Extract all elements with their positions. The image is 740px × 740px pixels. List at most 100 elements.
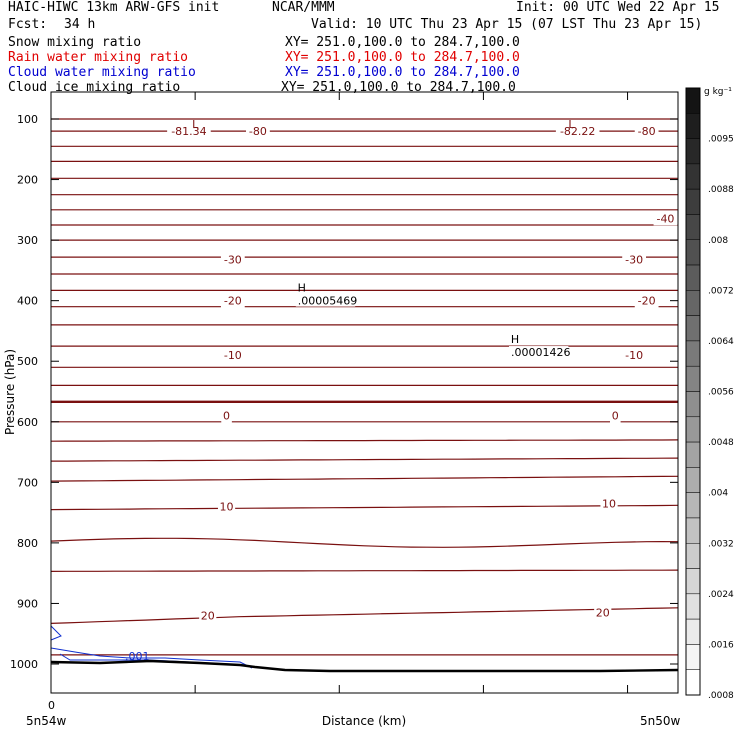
fcst-value: 34 h	[64, 17, 96, 32]
isotherm-label: -20	[638, 295, 656, 308]
terrain-surface	[50, 659, 679, 673]
y-tick-label: 100	[17, 113, 38, 126]
field-rain-name: Rain water mixing ratio	[8, 50, 189, 65]
colorbar-label: .0024	[708, 590, 734, 600]
fcst-label: Fcst:	[8, 17, 48, 32]
isotherm-label: -30	[224, 253, 242, 266]
colorbar-swatch	[685, 340, 701, 367]
colorbar-label: .0088	[708, 185, 734, 195]
field-rain-xy: XY= 251.0,100.0 to 284.7,100.0	[285, 50, 520, 65]
colorbar-swatch	[685, 264, 701, 291]
isotherm-line	[50, 537, 679, 548]
isotherm-label: -30	[625, 253, 643, 266]
y-tick-label: 900	[17, 597, 38, 610]
colorbar: .0095 .0088 .008 .0072 .0064 .0056 .0048 .004 .0…	[685, 87, 734, 701]
colorbar-swatch	[685, 138, 701, 165]
colorbar-swatch	[685, 315, 701, 342]
colorbar-swatch	[685, 441, 701, 468]
y-tick-label: 800	[17, 537, 38, 550]
colorbar-swatch	[685, 517, 701, 544]
x-start-label: 5n54w	[26, 714, 67, 728]
cloud-water-line	[50, 625, 62, 641]
isotherm-label: -82.22	[560, 125, 595, 138]
field-cloudwater-xy: XY= 251.0,100.0 to 284.7,100.0	[285, 65, 520, 80]
colorbar-label: .0016	[708, 640, 734, 650]
isotherm-line	[50, 569, 679, 573]
title-mid: NCAR/MMM	[272, 0, 335, 15]
low-marker: L	[192, 118, 199, 131]
field-cloudice-xy: XY= 251.0,100.0 to 284.7,100.0	[281, 80, 516, 95]
colorbar-swatch	[685, 214, 701, 240]
colorbar-swatch	[685, 188, 701, 215]
x-end-label: 5n50w	[640, 714, 681, 728]
low-marker: L	[568, 118, 575, 131]
y-tick-label: 600	[17, 416, 38, 429]
isotherm-label: -40	[656, 212, 674, 225]
isotherm-line	[51, 457, 679, 462]
isotherm-label: -80	[638, 125, 656, 138]
colorbar-swatch	[685, 290, 701, 316]
colorbar-swatch	[685, 467, 701, 493]
temperature-contours	[50, 118, 679, 656]
isotherm-line	[50, 475, 679, 482]
colorbar-swatch	[685, 593, 701, 620]
y-tick-label: 200	[17, 174, 38, 187]
colorbar-swatch	[685, 163, 701, 190]
colorbar-swatch	[685, 618, 701, 645]
contour-labels: -81.34 -80 -82.22 -80 -40 -30 -30 -20 -20 -10 -10 0…	[167, 118, 678, 623]
isotherm-label: 10	[220, 501, 234, 514]
colorbar-swatch	[685, 365, 701, 392]
colorbar-swatch	[685, 239, 701, 266]
isotherm-line	[50, 439, 679, 442]
colorbar-label: .0072	[708, 286, 734, 296]
terrain-line	[50, 659, 679, 673]
x-axis-title: Distance (km)	[322, 714, 406, 728]
high-marker: H	[511, 333, 519, 346]
colorbar-swatch	[685, 669, 701, 696]
isotherm-label: 20	[201, 610, 215, 623]
isotherm-label: -10	[625, 349, 643, 362]
colorbar-label: .0008	[708, 691, 734, 701]
init-time: Init: 00 UTC Wed 22 Apr 15	[516, 0, 720, 15]
isotherm-label: 20	[596, 607, 610, 620]
isotherm-label: 0	[612, 410, 619, 423]
x-zero-label: 0	[48, 699, 55, 712]
field-cloudice-name: Cloud ice mixing ratio	[8, 80, 181, 95]
plot-frame	[50, 91, 679, 694]
y-axis-title: Pressure (hPa)	[3, 349, 17, 435]
colorbar-swatch	[685, 87, 701, 114]
colorbar-swatch	[685, 644, 701, 670]
colorbar-label: .0032	[708, 539, 734, 549]
y-tick-label: 700	[17, 476, 38, 489]
colorbar-label: .0095	[708, 135, 734, 145]
field-cloudwater-name: Cloud water mixing ratio	[8, 65, 196, 80]
isotherm-label: 10	[602, 498, 616, 511]
high-value: .00001426	[511, 346, 570, 359]
colorbar-label: .0056	[708, 388, 734, 398]
colorbar-swatch	[685, 568, 701, 595]
isotherm-label: -81.34	[171, 125, 206, 138]
colorbar-swatch	[685, 391, 701, 418]
y-tick-label: 300	[17, 234, 38, 247]
cloud-water-label: .001	[125, 650, 150, 663]
colorbar-label: .0048	[708, 438, 734, 448]
valid-time: Valid: 10 UTC Thu 23 Apr 15 (07 LST Thu …	[311, 17, 703, 32]
colorbar-swatch	[685, 113, 701, 139]
colorbar-unit: g kg⁻¹	[704, 87, 732, 97]
cloud-water-line	[50, 647, 253, 669]
isotherm-label: -80	[249, 125, 267, 138]
colorbar-label: .008	[708, 236, 728, 246]
isotherm-label: 0	[223, 410, 230, 423]
colorbar-swatch	[685, 492, 701, 519]
field-snow-xy: XY= 251.0,100.0 to 284.7,100.0	[285, 35, 520, 50]
y-tick-label: 1000	[10, 658, 38, 671]
isotherm-line	[50, 504, 679, 511]
colorbar-swatch	[685, 416, 701, 443]
y-tick-label: 500	[17, 355, 38, 368]
high-marker: H	[298, 282, 306, 295]
colorbar-label: .0064	[708, 337, 734, 347]
high-value: .00005469	[298, 295, 358, 308]
isotherm-label: -20	[224, 295, 242, 308]
field-snow-name: Snow mixing ratio	[8, 35, 142, 50]
